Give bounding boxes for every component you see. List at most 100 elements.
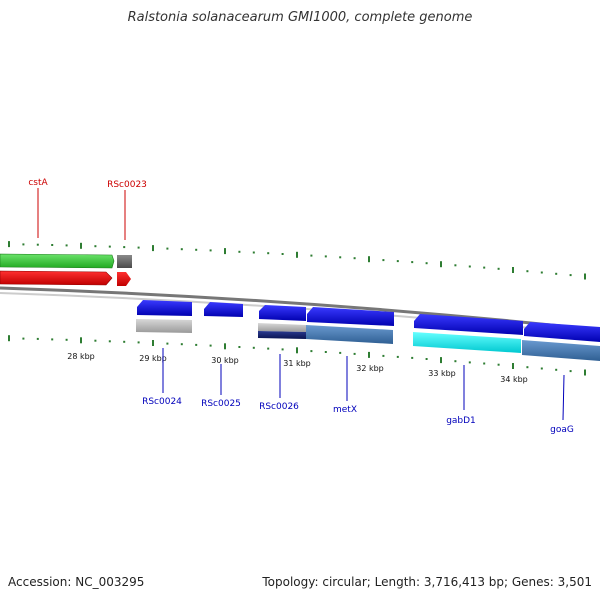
tick-mark: [108, 340, 111, 343]
tick-mark: [440, 357, 442, 364]
tick-mark: [382, 354, 385, 357]
gene-label-gabd1: gabD1: [446, 416, 476, 426]
tick-mark: [238, 346, 241, 348]
tick-mark: [123, 340, 126, 343]
tick-mark: [94, 339, 97, 342]
grey-feature-block: [117, 255, 132, 268]
bottom-feature-bars: [136, 319, 600, 361]
tick-mark: [166, 247, 169, 250]
tick-mark: [51, 244, 54, 246]
tick-mark: [180, 248, 183, 251]
gene-arrow-rsc0025: [204, 302, 243, 317]
tick-mark: [80, 242, 82, 249]
tick-mark: [22, 243, 25, 246]
gene-arrow-rsc0026: [259, 305, 306, 321]
tick-mark: [310, 254, 313, 257]
tick-mark: [468, 361, 471, 364]
tick-mark: [569, 370, 572, 373]
red-feature-track: [0, 270, 113, 286]
gene-arrow-gabd1: [414, 314, 523, 335]
tick-mark: [36, 337, 39, 340]
tick-mark: [555, 368, 558, 371]
tick-mark: [569, 274, 572, 277]
tick-mark: [80, 337, 82, 344]
tick-mark: [526, 366, 529, 369]
scale-label-32: 32 kbp: [356, 364, 384, 373]
tick-mark: [51, 338, 54, 341]
tick-mark: [512, 267, 514, 273]
tick-mark: [540, 367, 543, 370]
tick-mark: [468, 265, 471, 268]
tick-mark: [310, 350, 313, 353]
tick-mark: [267, 252, 270, 255]
leader-goag: [562, 374, 565, 421]
tick-mark: [339, 256, 342, 259]
tick-mark: [108, 245, 111, 248]
tick-mark: [195, 343, 198, 346]
tick-mark: [396, 355, 399, 358]
tick-mark: [324, 255, 327, 258]
tick-mark: [152, 340, 154, 346]
tick-mark: [22, 337, 25, 340]
bottom-gene-labels: RSc0024 RSc0025 RSc0026 metX gabD1 goaG: [142, 348, 574, 435]
tick-mark: [166, 342, 169, 345]
tick-mark: [238, 250, 241, 253]
gene-arrows: [137, 300, 600, 342]
top-gene-labels: cstA RSc0023: [28, 178, 147, 240]
scale-label-34: 34 kbp: [500, 375, 528, 384]
tick-mark: [526, 270, 529, 273]
green-feature-track: [0, 253, 115, 269]
scale-label-30: 30 kbp: [211, 356, 239, 365]
tick-mark: [440, 261, 442, 268]
tick-mark: [353, 257, 356, 260]
gene-arrow-goag: [524, 322, 600, 342]
tick-mark: [296, 347, 298, 354]
red-feature-arrow: [117, 272, 131, 286]
gene-label-rsc0026: RSc0026: [259, 402, 299, 412]
tick-mark: [324, 351, 327, 353]
scale-label-33: 33 kbp: [428, 369, 456, 378]
tick-mark: [209, 344, 212, 347]
tick-mark: [65, 244, 68, 247]
tick-mark: [540, 271, 543, 274]
tick-mark: [425, 358, 428, 360]
tick-mark: [454, 360, 457, 363]
scale-label-29: 29 kbp: [139, 354, 167, 363]
tick-mark: [454, 264, 457, 267]
tick-mark: [296, 251, 298, 258]
tick-mark: [584, 369, 586, 376]
navy-bar-rsc0026: [258, 331, 306, 339]
tick-mark: [555, 272, 558, 275]
tick-mark: [483, 362, 486, 365]
genome-summary-text: Topology: circular; Length: 3,716,413 bp…: [262, 575, 592, 589]
grey-bar-rsc0026: [258, 323, 306, 332]
tick-mark: [224, 248, 226, 255]
grey-bar-rsc0024: [136, 319, 192, 333]
tick-mark: [368, 256, 370, 263]
tick-mark: [425, 262, 428, 265]
tick-mark: [94, 245, 97, 248]
gene-label-metx: metX: [333, 405, 357, 415]
tick-mark: [368, 351, 370, 358]
tick-mark: [497, 267, 500, 270]
tick-mark: [483, 266, 486, 269]
tick-mark: [180, 343, 183, 346]
tick-mark: [137, 341, 140, 344]
tick-mark: [382, 259, 385, 262]
scale-label-31: 31 kbp: [283, 359, 311, 368]
genome-title: Ralstonia solanacearum GMI1000, complete…: [127, 10, 473, 25]
tick-mark: [209, 249, 212, 252]
tick-mark: [152, 245, 154, 252]
cyan-bar-gabd1: [413, 332, 521, 353]
gene-label-rsc0025: RSc0025: [201, 399, 241, 409]
steel-bar-goag: [522, 340, 600, 361]
tick-mark: [281, 253, 284, 255]
gene-label-rsc0023: RSc0023: [107, 180, 147, 190]
gene-label-goag: goaG: [550, 425, 574, 435]
tick-mark: [224, 343, 226, 350]
tick-mark: [8, 335, 10, 342]
tick-mark: [252, 346, 255, 349]
kbp-scale-labels: 28 kbp 29 kbp 30 kbp 31 kbp 32 kbp 33 kb…: [67, 352, 528, 384]
tick-mark: [512, 363, 514, 369]
